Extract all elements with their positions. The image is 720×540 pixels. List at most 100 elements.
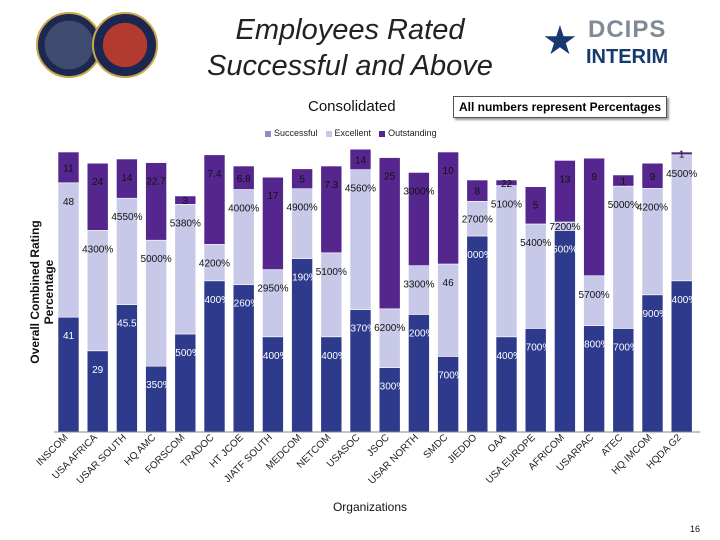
bar-segment-outstanding-20 — [641, 162, 664, 189]
segment-label-outstanding-20: 9 — [650, 172, 656, 183]
segment-label-successful-9: 3400% — [316, 351, 347, 362]
segment-label-successful-18: 3800% — [579, 340, 610, 351]
logo-top-text: DCIPS — [588, 16, 667, 43]
segment-label-excellent-11: 6200% — [374, 323, 405, 334]
segment-label-outstanding-16: 5 — [533, 201, 539, 212]
segment-label-successful-7: 3400% — [257, 351, 288, 362]
title-line-2: Successful and Above — [207, 50, 493, 82]
segment-label-successful-13: 2700% — [433, 370, 464, 381]
segment-label-outstanding-11: 25 — [384, 172, 396, 183]
segment-label-excellent-4: 5380% — [170, 218, 201, 229]
bar-segment-outstanding-6 — [232, 165, 255, 190]
dcips-logo: ★ DCIPS INTERIM — [540, 14, 680, 70]
bar-segment-excellent-9 — [320, 252, 343, 338]
category-label-14: JIEDDO — [446, 432, 480, 466]
segment-label-successful-3: 2350% — [141, 380, 172, 391]
segment-label-outstanding-19: 1 — [621, 177, 627, 188]
bar-segment-outstanding-5 — [203, 154, 226, 245]
segment-label-successful-21: 5400% — [666, 295, 697, 306]
segment-label-successful-8: 6190% — [287, 273, 318, 284]
bar-segment-excellent-11 — [378, 308, 401, 368]
legend-item-excellent: Excellent — [325, 128, 371, 138]
bar-segment-excellent-8 — [291, 188, 313, 259]
bar-segment-outstanding-15 — [495, 179, 518, 186]
segment-label-outstanding-6: 6.8 — [237, 174, 251, 185]
segment-label-outstanding-0: 11 — [63, 163, 74, 174]
segment-label-outstanding-14: 8 — [475, 187, 481, 198]
segment-label-successful-19: 3700% — [608, 342, 639, 353]
segment-label-successful-17: 600% — [552, 244, 578, 255]
segment-label-outstanding-1: 24 — [92, 177, 104, 188]
segment-label-outstanding-3: 22.7 — [146, 177, 166, 188]
segment-label-successful-16: 3700% — [520, 342, 551, 353]
segment-label-outstanding-2: 14 — [121, 173, 133, 184]
star-icon: ★ — [542, 19, 578, 63]
segment-label-successful-6: 5260% — [228, 299, 259, 310]
segment-label-successful-2: 45.5 — [117, 319, 137, 330]
page-number: 16 — [690, 524, 701, 534]
bar-segment-excellent-7 — [262, 269, 284, 338]
segment-label-outstanding-8: 5 — [299, 175, 305, 186]
segment-label-excellent-16: 5400% — [520, 238, 551, 249]
bar-segment-successful-8 — [291, 258, 313, 433]
segment-label-successful-1: 29 — [92, 365, 104, 376]
segment-label-excellent-17: 7200% — [549, 222, 580, 233]
segment-label-successful-15: 3400% — [491, 351, 522, 362]
bar-segment-outstanding-16 — [524, 186, 547, 225]
segment-label-outstanding-5: 7.4 — [208, 169, 222, 180]
segment-label-excellent-12: 3300% — [403, 280, 434, 291]
category-label-15: OAA — [486, 432, 509, 455]
segment-label-successful-0: 41 — [63, 331, 75, 342]
bar-segment-successful-11 — [378, 367, 401, 433]
segment-label-successful-4: 3500% — [170, 348, 201, 359]
segment-label-excellent-5: 4200% — [199, 258, 230, 269]
category-label-19: ATEC — [599, 432, 625, 458]
segment-label-excellent-7: 2950% — [257, 284, 288, 295]
bar-segment-successful-1 — [86, 350, 109, 433]
segment-label-successful-5: 5400% — [199, 295, 230, 306]
chart-subtitle: Consolidated — [308, 98, 396, 115]
bar-segment-outstanding-9 — [320, 165, 343, 254]
segment-label-excellent-1: 4300% — [82, 244, 113, 255]
intelligence-seal-logo — [92, 12, 158, 78]
bar-segment-successful-13 — [437, 356, 459, 433]
segment-label-excellent-0: 48 — [63, 197, 75, 208]
segment-label-excellent-18: 5700% — [579, 290, 610, 301]
bar-segment-successful-14 — [466, 235, 489, 433]
bar-segment-outstanding-12 — [408, 172, 430, 266]
segment-label-successful-12: 4200% — [403, 328, 434, 339]
bar-segment-outstanding-10 — [349, 148, 372, 170]
segment-label-successful-10: 4370% — [345, 324, 376, 335]
title-line-1: Employees Rated — [235, 14, 465, 46]
segment-label-excellent-3: 5000% — [141, 254, 172, 265]
percent-note-box: All numbers represent Percentages — [453, 96, 667, 118]
legend-item-successful: Successful — [265, 128, 318, 138]
bar-segment-successful-17 — [554, 230, 576, 433]
segment-label-excellent-21: 4500% — [666, 169, 697, 180]
segment-label-excellent-13: 46 — [443, 278, 455, 289]
segment-label-outstanding-9: 7.3 — [324, 180, 338, 191]
bar-segment-outstanding-19 — [612, 174, 635, 187]
segment-label-excellent-19: 5000% — [608, 200, 639, 211]
bar-segment-outstanding-8 — [291, 168, 313, 189]
segment-label-outstanding-7: 17 — [267, 191, 279, 202]
category-label-13: SMDC — [422, 432, 451, 461]
segment-label-successful-20: 4900% — [637, 309, 668, 320]
bar-segment-outstanding-1 — [86, 162, 109, 231]
bar-segment-outstanding-14 — [466, 179, 489, 202]
logo-bottom-text: INTERIM — [586, 46, 669, 68]
bar-segment-outstanding-21 — [670, 151, 693, 156]
army-seal-logo — [36, 12, 102, 78]
segment-label-outstanding-17: 13 — [559, 174, 571, 185]
bar-segment-successful-3 — [145, 365, 167, 433]
segment-label-excellent-10: 4560% — [345, 184, 376, 195]
category-label-11: JSOC — [365, 432, 392, 459]
segment-label-outstanding-13: 10 — [443, 166, 455, 177]
bar-segment-outstanding-4 — [174, 195, 197, 205]
bar-segment-outstanding-2 — [116, 158, 138, 199]
segment-label-outstanding-15: 22 — [501, 179, 513, 190]
segment-label-excellent-8: 4900% — [287, 203, 318, 214]
segment-label-outstanding-12: 3000% — [403, 186, 434, 197]
bar-segment-outstanding-17 — [554, 160, 576, 223]
